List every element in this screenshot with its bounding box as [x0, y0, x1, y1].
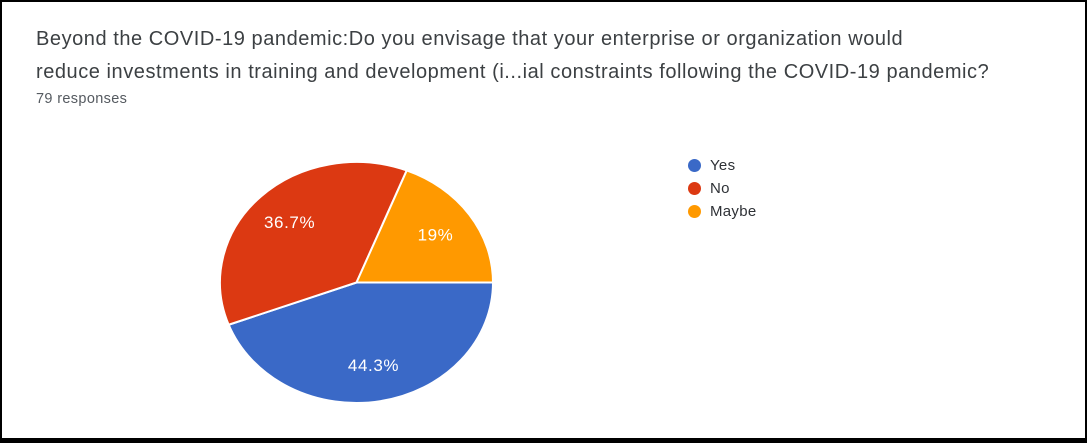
legend-label-no: No	[710, 179, 730, 197]
pie-slice-yes[interactable]	[227, 281, 494, 404]
legend-label-maybe: Maybe	[710, 202, 757, 220]
legend-label-yes: Yes	[710, 156, 736, 174]
legend-swatch-maybe-icon	[688, 204, 701, 218]
slice-label-yes: 44.3%	[348, 356, 399, 375]
legend-swatch-yes-icon	[688, 158, 701, 172]
slice-label-no: 36.7%	[264, 213, 315, 232]
legend-item-maybe: Maybe	[688, 201, 757, 221]
pie-chart[interactable]: 44.3% 36.7% 19%	[210, 152, 503, 413]
legend-item-yes: Yes	[688, 155, 757, 175]
pie-slice-maybe[interactable]	[355, 169, 494, 284]
question-title: Beyond the COVID-19 pandemic:Do you envi…	[36, 28, 990, 83]
slice-label-maybe: 19%	[418, 226, 454, 245]
pie-slice-no[interactable]	[219, 161, 408, 326]
legend-item-no: No	[688, 178, 757, 198]
chart-legend: Yes No Maybe	[688, 155, 757, 221]
legend-swatch-no-icon	[688, 181, 701, 195]
response-count: 79 responses	[36, 91, 128, 107]
